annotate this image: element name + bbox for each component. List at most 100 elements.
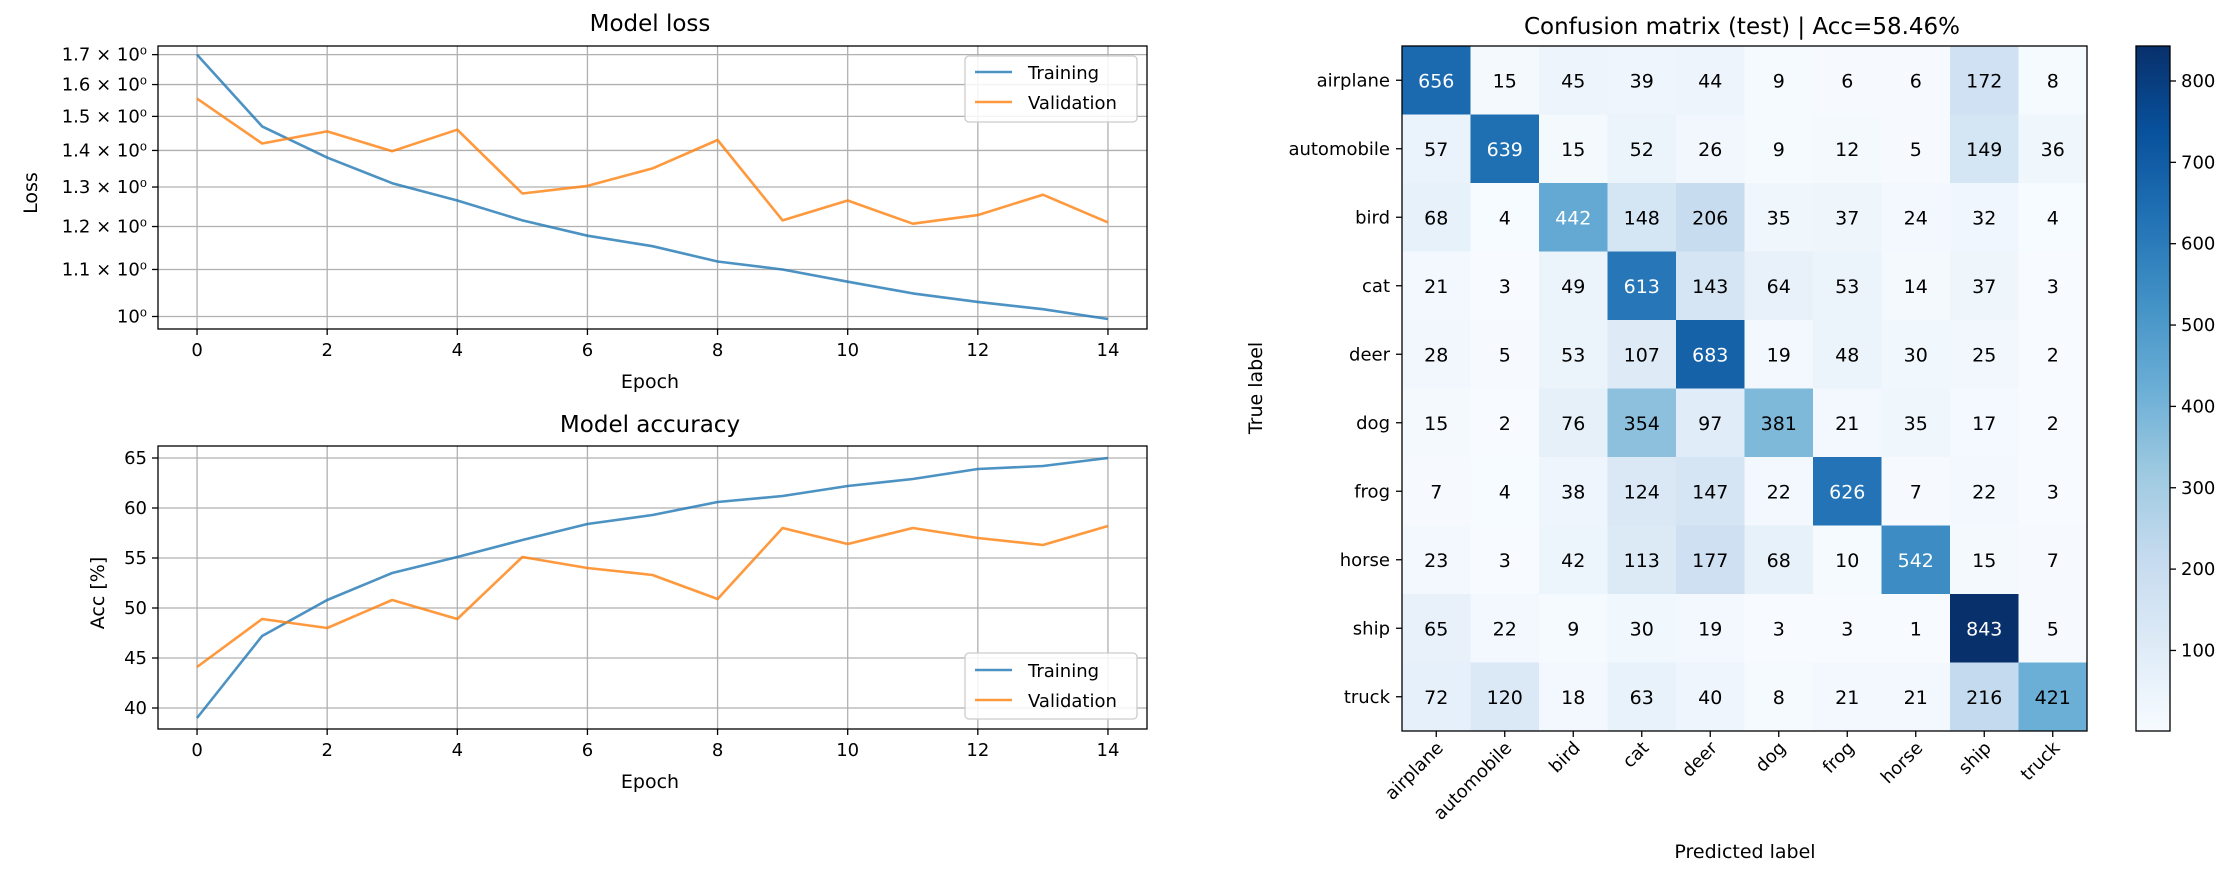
cm-cell-value: 72 (1424, 687, 1448, 709)
cm-cell (1607, 320, 1677, 389)
cm-cell-value: 37 (1835, 207, 1859, 229)
cm-cell (1539, 320, 1608, 389)
cm-cell (1539, 388, 1608, 458)
cm-cell-value: 26 (1698, 139, 1722, 161)
cm-cell (1813, 183, 1882, 252)
cm-cell-value: 14 (1904, 276, 1928, 298)
cm-cell (1402, 46, 1471, 115)
cm-y-tick-label: bird (1355, 207, 1390, 228)
colorbar-tick-label: 400 (2181, 396, 2215, 417)
cm-y-tick-label: automobile (1288, 139, 1390, 160)
loss-y-tick-label: 1.4 × 10⁰ (62, 140, 147, 161)
cm-cell-value: 65 (1424, 618, 1448, 640)
cm-cell (1744, 388, 1814, 458)
cm-cell (1950, 594, 2019, 663)
loss-training-line (196, 53, 1109, 321)
confusion-matrix-frame (1401, 45, 2088, 732)
cm-cell-value: 53 (1835, 276, 1859, 298)
loss-y-tick-label: 10⁰ (117, 307, 147, 328)
cm-cell-value: 354 (1624, 413, 1660, 435)
cm-cell-value: 2 (2047, 344, 2059, 366)
cm-cell (1539, 457, 1608, 526)
cm-cell-value: 1 (1910, 618, 1922, 640)
cm-cell (1676, 457, 1745, 526)
loss-y-tick-label: 1.7 × 10⁰ (62, 45, 147, 66)
acc-x-tick-label: 10 (836, 740, 859, 761)
cm-cell-value: 25 (1972, 344, 1996, 366)
cm-cell-value: 149 (1966, 139, 2002, 161)
cm-cell (1744, 183, 1814, 252)
cm-cell-value: 3 (2047, 481, 2059, 503)
cm-x-tick-label: frog (1819, 738, 1859, 778)
cm-y-tick-label: horse (1340, 550, 1390, 571)
cm-cell-value: 4 (1499, 207, 1511, 229)
loss-x-axis-label: Epoch (621, 371, 679, 393)
cm-y-tick-label: dog (1356, 413, 1390, 434)
cm-cell (2018, 320, 2088, 389)
loss-x-tick-label: 4 (452, 340, 463, 361)
cm-cell (2018, 251, 2088, 321)
cm-cell-value: 7 (1430, 481, 1442, 503)
cm-cell-value: 683 (1692, 344, 1728, 366)
acc-x-tick-label: 0 (191, 740, 202, 761)
cm-cell (1950, 388, 2019, 458)
loss-y-tick-label: 1.2 × 10⁰ (62, 217, 147, 238)
cm-cell-value: 22 (1767, 481, 1791, 503)
cm-x-tick-label: truck (2017, 737, 2065, 785)
cm-cell-value: 9 (1773, 70, 1785, 92)
cm-cell (1676, 251, 1745, 321)
cm-cell-value: 843 (1966, 618, 2002, 640)
cm-cell-value: 21 (1835, 687, 1859, 709)
cm-cell (1676, 662, 1745, 732)
cm-cell (1470, 662, 1540, 732)
cm-cell-value: 5 (1499, 344, 1511, 366)
cm-cell-value: 22 (1972, 481, 1996, 503)
accuracy-x-axis-label: Epoch (621, 771, 679, 793)
cm-cell-value: 30 (1904, 344, 1928, 366)
cm-cell-value: 3 (1499, 550, 1511, 572)
colorbar-tick-label: 500 (2181, 315, 2215, 336)
loss-y-tick-label: 1.3 × 10⁰ (62, 177, 147, 198)
cm-cell (1744, 320, 1814, 389)
accuracy-ticks: 0 2 4 6 8 10 12 14 40 45 50 55 60 65 (124, 448, 1119, 761)
acc-x-tick-label: 8 (712, 740, 723, 761)
cm-cell-value: 2 (2047, 413, 2059, 435)
cm-y-tick-label: airplane (1317, 70, 1390, 91)
cm-x-tick-label: ship (1955, 738, 1996, 779)
loss-plot-frame (157, 45, 1148, 330)
cm-cell (1881, 114, 1951, 184)
cm-cell-value: 68 (1767, 550, 1791, 572)
cm-cell (1950, 251, 2019, 321)
cm-cell (1881, 662, 1951, 732)
cm-cell (1607, 46, 1677, 115)
accuracy-chart-title: Model accuracy (560, 412, 740, 438)
loss-ticks: 0 2 4 6 8 10 12 14 10⁰ 1.1 × 10⁰ 1.2 × 10⁰ 1.3 × 10… (62, 45, 1120, 361)
cm-cell-value: 113 (1624, 550, 1660, 572)
cm-cell (1813, 114, 1882, 184)
colorbar-ticks: 100 200 300 400 500 600 700 800 (2170, 71, 2215, 661)
cm-cell-value: 15 (1972, 550, 1996, 572)
confusion-matrix-title: Confusion matrix (test) | Acc=58.46% (1524, 14, 1960, 40)
loss-y-axis-label: Loss (20, 172, 42, 214)
cm-cell-value: 172 (1966, 70, 2002, 92)
cm-cell-value: 30 (1630, 618, 1654, 640)
cm-y-tick-label: ship (1353, 618, 1390, 639)
cm-cell-value: 42 (1561, 550, 1585, 572)
cm-cell-value: 19 (1767, 344, 1791, 366)
cm-cell (1402, 114, 1471, 184)
acc-x-tick-label: 12 (966, 740, 989, 761)
cm-cell-value: 49 (1561, 276, 1585, 298)
cm-cell-value: 64 (1767, 276, 1791, 298)
cm-cell-value: 57 (1424, 139, 1448, 161)
cm-cell (1402, 388, 1471, 458)
cm-cell (1813, 320, 1882, 389)
loss-legend-validation-label: Validation (1028, 93, 1117, 114)
cm-y-tick-label: cat (1362, 276, 1390, 297)
cm-cell (1950, 525, 2019, 595)
cm-cell (1607, 525, 1677, 595)
cm-cell (1813, 457, 1882, 526)
cm-cell (1402, 251, 1471, 321)
loss-x-tick-label: 0 (191, 340, 202, 361)
cm-cell-value: 97 (1698, 413, 1722, 435)
cm-cell-value: 216 (1966, 687, 2002, 709)
